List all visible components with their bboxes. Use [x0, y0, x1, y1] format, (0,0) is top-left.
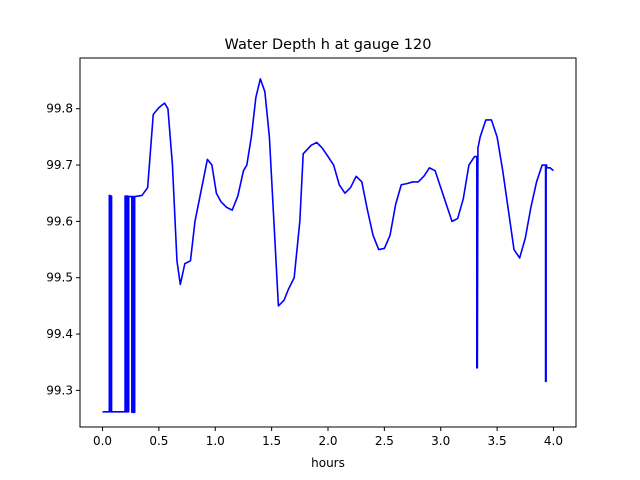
x-tick-label: 2.5	[375, 434, 394, 448]
y-tick-label: 99.6	[46, 214, 73, 228]
x-tick-label: 1.5	[262, 434, 281, 448]
x-tick-label: 0.5	[149, 434, 168, 448]
x-tick-label: 0.0	[93, 434, 112, 448]
y-tick-label: 99.7	[46, 158, 73, 172]
x-axis-ticks: 0.0 0.5 1.0 1.5 2.0 2.5 3.0 3.5 4.0	[93, 427, 563, 448]
x-axis-label: hours	[311, 456, 345, 470]
y-tick-label: 99.5	[46, 271, 73, 285]
y-tick-label: 99.4	[46, 327, 73, 341]
y-tick-label: 99.8	[46, 102, 73, 116]
x-tick-label: 3.5	[488, 434, 507, 448]
x-tick-label: 3.0	[431, 434, 450, 448]
axes-frame	[79, 57, 577, 428]
y-axis-ticks: 99.3 99.4 99.5 99.6 99.7 99.8	[46, 102, 80, 397]
chart-title: Water Depth h at gauge 120	[225, 37, 432, 53]
x-tick-label: 2.0	[318, 434, 337, 448]
series-layer	[102, 78, 554, 414]
series-line	[102, 78, 554, 414]
x-tick-label: 4.0	[544, 434, 563, 448]
x-tick-label: 1.0	[206, 434, 225, 448]
y-tick-label: 99.3	[46, 383, 73, 397]
